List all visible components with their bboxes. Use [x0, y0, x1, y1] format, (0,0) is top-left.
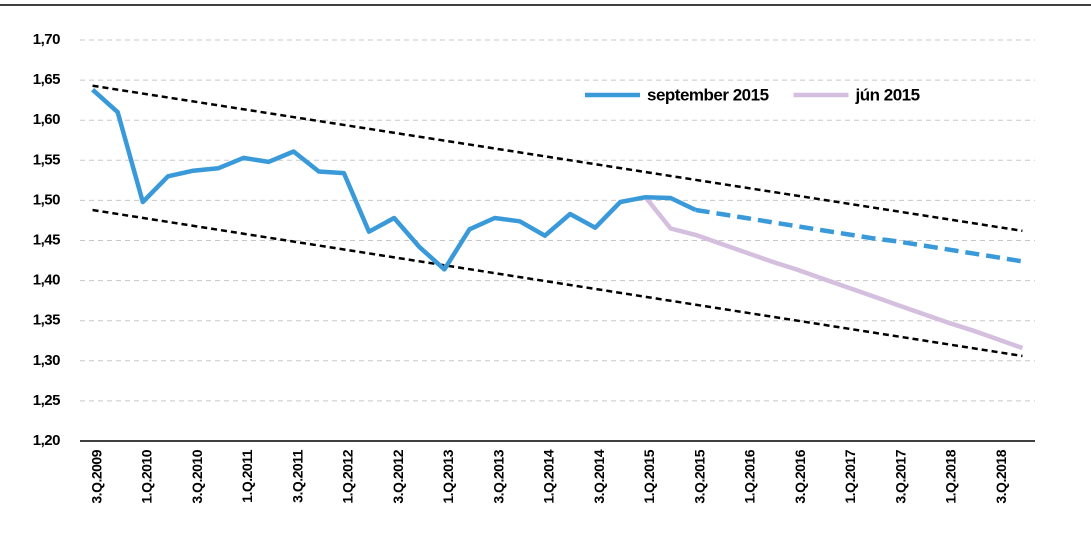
series-line: [695, 207, 1023, 264]
y-tick-label: 1,55: [33, 151, 60, 168]
x-tick-label: 1.Q.2018: [943, 449, 959, 503]
x-tick-label: 1.Q.2017: [842, 449, 858, 503]
y-tick-label: 1,70: [33, 31, 60, 48]
x-tick-label: 3.Q.2014: [591, 449, 607, 503]
y-tick-label: 1,20: [33, 432, 60, 449]
legend-label: september 2015: [647, 85, 769, 104]
x-tick-label: 3.Q.2012: [390, 449, 406, 503]
y-tick-label: 1,40: [33, 272, 60, 289]
x-tick-label: 3.Q.2011: [289, 449, 305, 503]
x-tick-label: 1.Q.2011: [239, 449, 255, 503]
legend-label: jún 2015: [855, 85, 920, 104]
y-tick-label: 1,65: [33, 71, 60, 88]
x-tick-label: 3.Q.2013: [490, 449, 506, 503]
y-tick-label: 1,60: [33, 111, 60, 128]
x-tick-label: 1.Q.2010: [139, 449, 155, 503]
y-tick-label: 1,45: [33, 231, 60, 248]
x-tick-label: 3.Q.2015: [691, 449, 707, 503]
trend-line: [92, 208, 1023, 358]
x-tick-label: 3.Q.2009: [88, 449, 104, 503]
y-tick-label: 1,30: [33, 352, 60, 369]
x-tick-label: 1.Q.2014: [541, 449, 557, 503]
y-tick-label: 1,35: [33, 312, 60, 329]
x-tick-label: 3.Q.2016: [792, 449, 808, 503]
series-line: [643, 195, 1024, 351]
y-tick-label: 1,50: [33, 191, 60, 208]
x-tick-label: 1.Q.2012: [340, 449, 356, 503]
x-tick-label: 1.Q.2015: [641, 449, 657, 503]
y-tick-label: 1,25: [33, 392, 60, 409]
series-line: [91, 88, 697, 272]
x-tick-label: 1.Q.2016: [742, 449, 758, 503]
x-tick-label: 3.Q.2017: [892, 449, 908, 503]
x-tick-label: 3.Q.2018: [993, 449, 1009, 503]
trend-line: [92, 84, 1023, 233]
x-tick-label: 3.Q.2010: [189, 449, 205, 503]
x-tick-label: 1.Q.2013: [440, 449, 456, 503]
